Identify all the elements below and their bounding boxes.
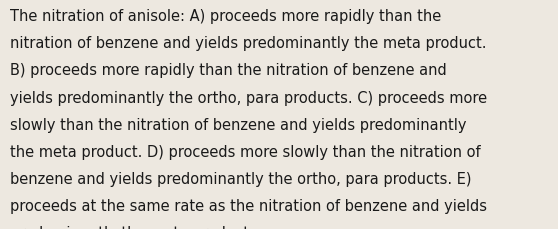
Text: yields predominantly the ortho, para products. C) proceeds more: yields predominantly the ortho, para pro… xyxy=(10,90,487,105)
Text: slowly than the nitration of benzene and yields predominantly: slowly than the nitration of benzene and… xyxy=(10,117,466,132)
Text: nitration of benzene and yields predominantly the meta product.: nitration of benzene and yields predomin… xyxy=(10,36,487,51)
Text: B) proceeds more rapidly than the nitration of benzene and: B) proceeds more rapidly than the nitrat… xyxy=(10,63,447,78)
Text: predominantly the meta product.: predominantly the meta product. xyxy=(10,225,254,229)
Text: benzene and yields predominantly the ortho, para products. E): benzene and yields predominantly the ort… xyxy=(10,171,472,186)
Text: the meta product. D) proceeds more slowly than the nitration of: the meta product. D) proceeds more slowl… xyxy=(10,144,480,159)
Text: The nitration of anisole: A) proceeds more rapidly than the: The nitration of anisole: A) proceeds mo… xyxy=(10,9,441,24)
Text: proceeds at the same rate as the nitration of benzene and yields: proceeds at the same rate as the nitrati… xyxy=(10,198,487,213)
